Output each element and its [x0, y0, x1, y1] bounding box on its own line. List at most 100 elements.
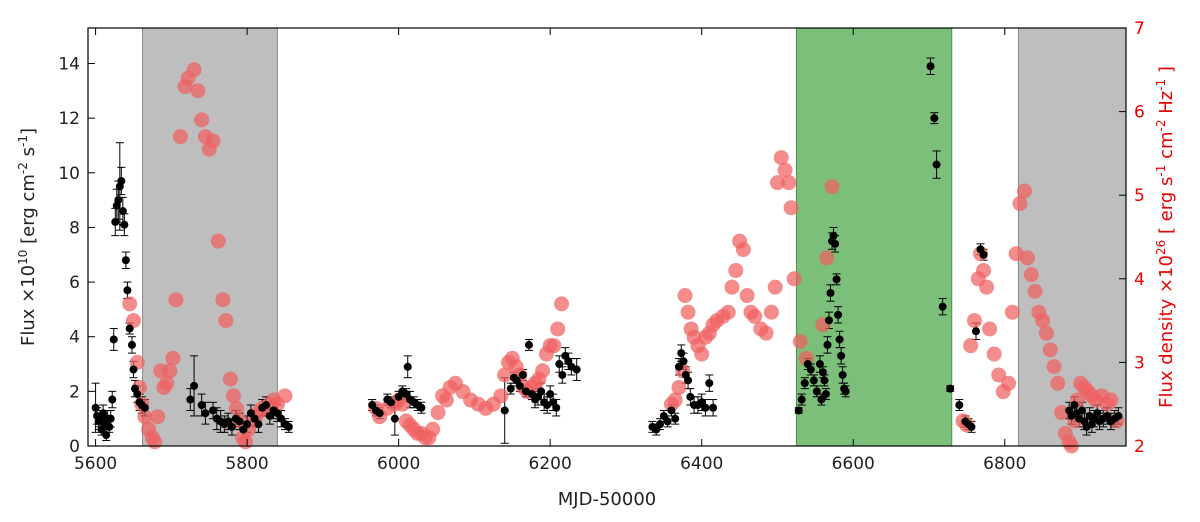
- flux-point: [125, 324, 134, 333]
- flux-point: [546, 390, 555, 399]
- flux-point: [390, 414, 399, 423]
- label-text: Flux ×10: [18, 265, 39, 346]
- flux-point: [926, 62, 935, 71]
- flux-density-point: [819, 250, 835, 266]
- label-superscript: -1: [1154, 165, 1168, 177]
- flux-point: [701, 403, 710, 412]
- flux-point: [817, 395, 826, 404]
- flux-point: [932, 160, 941, 169]
- flux-density-point: [165, 350, 181, 366]
- flux-density-point: [677, 288, 693, 304]
- flux-point: [1093, 409, 1102, 418]
- flux-density-point: [783, 200, 799, 216]
- label-text: Hz: [1156, 91, 1177, 120]
- flux-density-point: [979, 279, 995, 295]
- flux-point: [831, 239, 840, 248]
- plot-frame: [87, 27, 1127, 447]
- y-right-tick-label: 2: [1134, 437, 1145, 457]
- flux-density-point: [122, 296, 138, 312]
- y-right-tick-label: 6: [1134, 103, 1145, 123]
- flux-point: [946, 384, 955, 393]
- flux-density-point: [1012, 196, 1028, 212]
- flux-point: [190, 381, 199, 390]
- flux-point: [197, 401, 206, 410]
- flux-point: [824, 316, 833, 325]
- flux-density-point: [238, 434, 254, 450]
- flux-density-point: [1042, 342, 1058, 358]
- label-superscript: -2: [1154, 120, 1168, 132]
- x-axis-label: MJD-50000: [558, 489, 656, 510]
- flux-point: [515, 381, 524, 390]
- flux-density-point: [222, 371, 238, 387]
- flux-point: [500, 406, 509, 415]
- label-text: ]: [18, 128, 39, 135]
- flux-density-point: [758, 325, 774, 341]
- flux-density-point: [824, 179, 840, 195]
- flux-point: [1070, 401, 1079, 410]
- flux-point: [837, 351, 846, 360]
- flux-point: [521, 387, 530, 396]
- flux-point: [123, 286, 132, 295]
- shaded-bands: [142, 27, 1127, 447]
- flux-point: [835, 335, 844, 344]
- flux-density-point: [1027, 283, 1043, 299]
- flux-point: [709, 403, 718, 412]
- y-left-tick-label: 12: [58, 109, 80, 129]
- flux-point: [209, 406, 218, 415]
- flux-point: [809, 376, 818, 385]
- flux-density-point: [162, 363, 178, 379]
- flux-density-point: [277, 388, 293, 404]
- flux-point: [108, 395, 117, 404]
- flux-point: [109, 335, 118, 344]
- flux-density-point: [1035, 313, 1051, 329]
- flux-density-point: [430, 405, 446, 421]
- flux-point: [552, 403, 561, 412]
- flux-density-point: [225, 388, 241, 404]
- label-superscript: -1: [16, 135, 30, 147]
- flux-point: [572, 365, 581, 374]
- flux-density-point: [194, 112, 210, 128]
- flux-point: [1114, 411, 1123, 420]
- flux-point: [979, 250, 988, 259]
- flux-point: [537, 387, 546, 396]
- y-right-tick-label: 7: [1134, 19, 1145, 39]
- flux-density-point: [966, 313, 982, 329]
- flux-point: [243, 420, 252, 429]
- flux-density-point: [535, 363, 551, 379]
- flux-point: [91, 403, 100, 412]
- flux-density-point: [1023, 267, 1039, 283]
- label-text: ]: [1156, 66, 1177, 79]
- flux-density-point: [125, 313, 141, 329]
- flux-point: [797, 395, 806, 404]
- flux-point: [555, 360, 564, 369]
- flux-density-point: [186, 62, 202, 78]
- flux-density-point: [1046, 359, 1062, 375]
- flux-density-point: [150, 409, 166, 425]
- x-tick-label: 5600: [74, 454, 117, 474]
- label-superscript: -1: [1154, 79, 1168, 91]
- flux-density-point: [1008, 246, 1024, 262]
- flux-point: [967, 422, 976, 431]
- flux-density-point: [735, 242, 751, 258]
- flux-density-point: [1016, 183, 1032, 199]
- flux-point: [114, 196, 123, 205]
- flux-density-point: [667, 392, 683, 408]
- flux-point: [524, 340, 533, 349]
- flux-density-point: [792, 334, 808, 349]
- flux-point: [663, 417, 672, 426]
- flux-density-point: [1054, 405, 1070, 421]
- label-superscript: 10: [16, 250, 30, 265]
- y-left-tick-label: 10: [58, 164, 80, 184]
- flux-point: [403, 362, 412, 371]
- flux-point: [506, 384, 515, 393]
- flux-point: [201, 409, 210, 418]
- flux-density-point: [229, 400, 245, 416]
- x-tick-label: 6800: [983, 454, 1026, 474]
- flux-density-point: [1050, 375, 1066, 391]
- flux-point: [111, 217, 120, 226]
- y-left-tick-label: 4: [69, 328, 80, 348]
- flux-density-point: [728, 262, 744, 278]
- flux-point: [518, 370, 527, 379]
- flux-point: [558, 370, 567, 379]
